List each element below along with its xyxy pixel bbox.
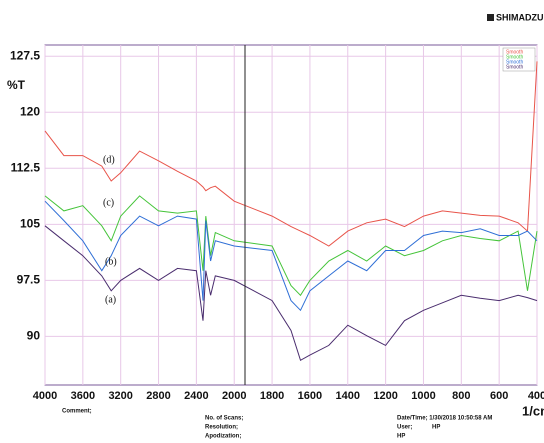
footer-comment: Comment; xyxy=(62,409,92,415)
legend-entry: Smooth xyxy=(506,54,523,60)
footer-user-name: HP xyxy=(397,434,405,440)
x-tick-label: 2800 xyxy=(146,390,170,402)
legend-box xyxy=(502,47,536,72)
series-line xyxy=(44,200,538,312)
footer-apodization: Apodization; xyxy=(205,434,241,440)
footer-user: User; xyxy=(397,425,412,431)
y-tick-label: 105 xyxy=(20,217,40,231)
x-tick-label: 2400 xyxy=(184,390,208,402)
footer-resolution: Resolution; xyxy=(205,425,238,431)
x-tick-label: 3600 xyxy=(71,390,95,402)
x-axis-label: 1/cm xyxy=(522,403,544,418)
x-tick-label: 400 xyxy=(528,390,544,402)
plot-area xyxy=(44,44,538,386)
annotation: (b) xyxy=(105,256,117,267)
legend-entry: Smooth xyxy=(506,59,523,65)
y-tick-label: 90 xyxy=(27,329,41,343)
x-tick-label: 800 xyxy=(452,390,470,402)
annotation: (c) xyxy=(103,197,114,208)
x-tick-label: 1600 xyxy=(298,390,322,402)
x-tick-label: 1800 xyxy=(260,390,284,402)
y-tick-label: 112.5 xyxy=(11,160,41,174)
x-tick-label: 4000 xyxy=(33,390,57,402)
logo-icon xyxy=(487,14,494,21)
footer-user-name: HP xyxy=(432,425,440,431)
annotation: (a) xyxy=(105,294,116,305)
series-line xyxy=(44,195,538,297)
x-tick-label: 1200 xyxy=(373,390,397,402)
y-tick-label: 120 xyxy=(20,104,40,118)
y-axis-label: %T xyxy=(7,78,26,92)
x-tick-label: 1000 xyxy=(411,390,435,402)
footer-datetime: Date/Time; 1/30/2018 10:50:58 AM xyxy=(397,416,492,422)
y-tick-label: 127.5 xyxy=(10,48,40,62)
series-line xyxy=(44,61,538,247)
x-tick-label: 600 xyxy=(490,390,508,402)
x-tick-label: 3200 xyxy=(108,390,132,402)
legend-entry: Smooth xyxy=(506,64,523,70)
x-tick-label: 2000 xyxy=(222,390,246,402)
logo: SHIMADZU xyxy=(496,12,544,22)
y-tick-label: 97.5 xyxy=(17,273,41,287)
footer-scans: No. of Scans; xyxy=(205,416,243,422)
legend-entry: Smooth xyxy=(506,49,523,55)
series-line xyxy=(44,225,538,362)
x-tick-label: 1400 xyxy=(336,390,360,402)
annotation: (d) xyxy=(103,154,115,165)
